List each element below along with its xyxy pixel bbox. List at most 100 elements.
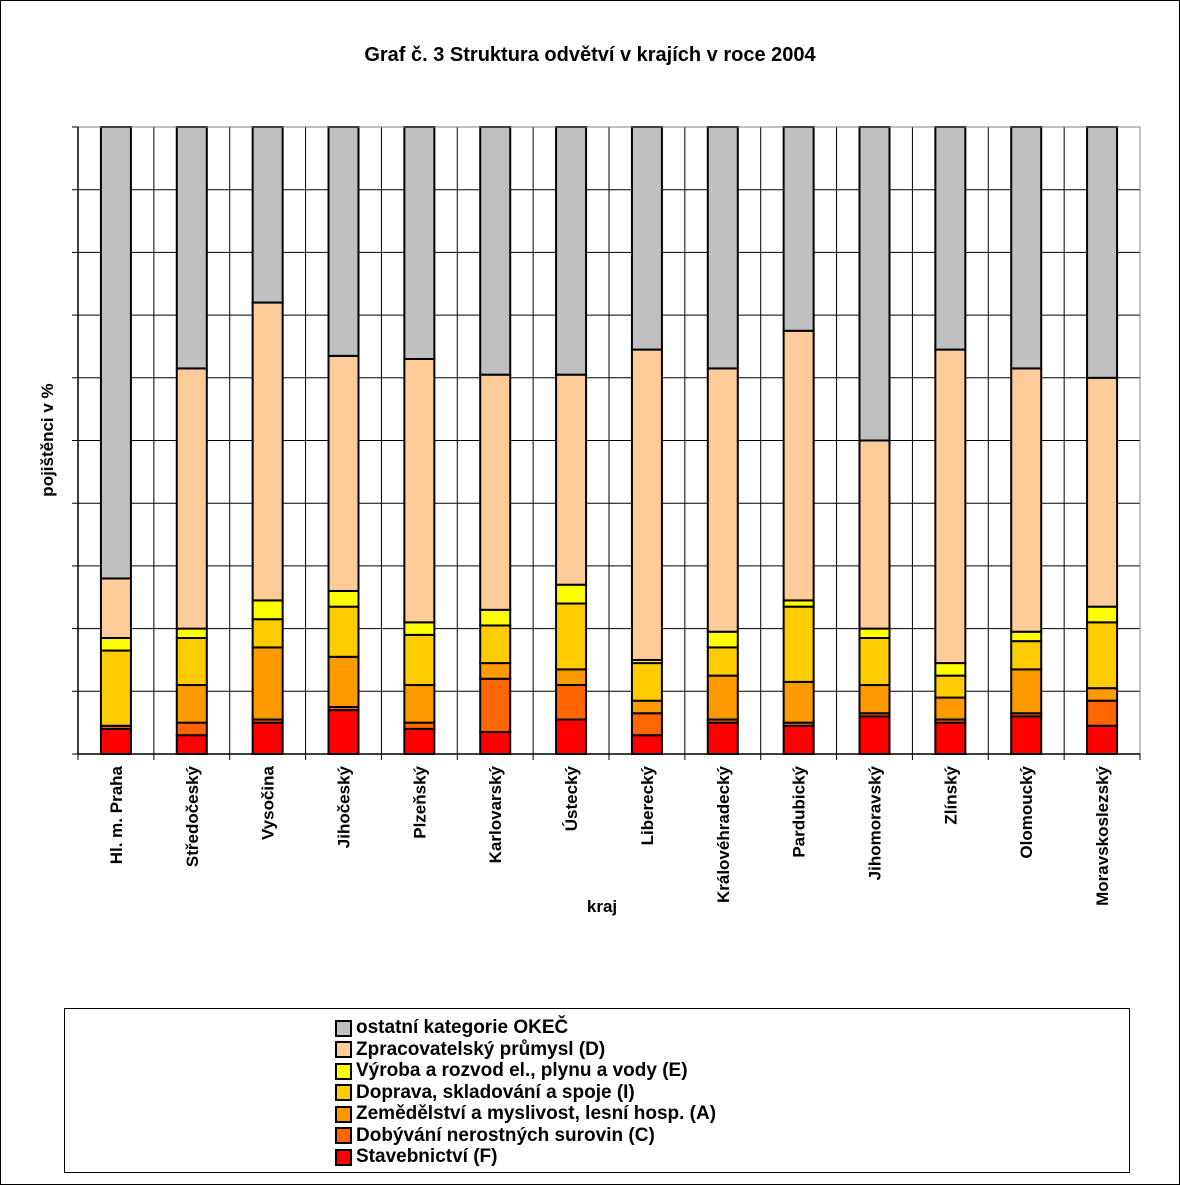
bar-segment: [99, 126, 132, 580]
bar-segment: [630, 699, 663, 715]
legend-swatch: [335, 1105, 352, 1123]
bar-segment: [934, 348, 967, 665]
bar-segment: [175, 734, 208, 756]
legend-item: Zemědělství a myslivost, lesní hosp. (A): [335, 1103, 716, 1125]
bar-segment: [1010, 630, 1043, 643]
legend-item: Stavebnictví (F): [335, 1146, 497, 1168]
legend-swatch: [335, 1127, 352, 1144]
bar-segment: [706, 674, 739, 721]
legend-item: Dobývání nerostných surovin (C): [335, 1125, 655, 1147]
category-label: Karlovarský: [486, 765, 505, 863]
bar-segment: [706, 630, 739, 649]
bar-segment: [1086, 126, 1119, 379]
bar-segment: [934, 696, 967, 721]
legend-label: Výroba a rozvod el., plynu a vody (E): [356, 1060, 688, 1081]
legend-swatch: [335, 1019, 352, 1037]
bar-segment: [782, 724, 815, 755]
legend-swatch: [335, 1062, 352, 1080]
bar-segment: [1010, 668, 1043, 715]
legend-swatch: [335, 1084, 352, 1101]
bar-segment: [327, 354, 360, 592]
bar-segment: [630, 712, 663, 737]
bar-segment: [251, 721, 284, 756]
bar-segment: [1086, 724, 1119, 755]
bar-segment: [706, 646, 739, 677]
bar-segment: [175, 684, 208, 724]
bar-segment: [782, 329, 815, 602]
bar-segment: [251, 126, 284, 304]
bar-segment: [555, 684, 588, 721]
bar-segment: [99, 727, 132, 755]
category-label: Jihomoravský: [866, 765, 885, 880]
bar-segment: [327, 605, 360, 658]
bar-segment: [403, 633, 436, 687]
bar-segment: [327, 589, 360, 608]
bar-segment: [934, 721, 967, 756]
category-tick-labels: Hl. m. Praha Středočeský Vysočina Jihočeský…: [107, 765, 1112, 905]
gridlines: [77, 126, 1141, 755]
bar-segment: [403, 126, 436, 360]
bar-segment: [99, 637, 132, 652]
bar-segment: [1086, 699, 1119, 727]
legend: ostatní kategorie OKEČ Zpracovatelský prů…: [64, 1008, 1130, 1173]
bar-segment: [630, 126, 663, 351]
bar-segment: [479, 662, 512, 680]
category-label: Plzeňský: [410, 765, 429, 838]
category-label: Zlínský: [941, 765, 960, 824]
bar-segment: [858, 637, 891, 687]
legend-item: Doprava, skladování a spoje (I): [335, 1082, 635, 1104]
bar-segment: [479, 677, 512, 734]
bar-segment: [479, 373, 512, 611]
legend-label: Zpracovatelský průmysl (D): [356, 1038, 606, 1060]
bar-segment: [555, 602, 588, 671]
bar-segment: [1010, 126, 1043, 370]
bar-segment: [1010, 640, 1043, 671]
bar-segment: [251, 301, 284, 602]
bar-segment: [403, 357, 436, 624]
category-label: Královéhradecký: [714, 765, 733, 903]
bar-segment: [327, 655, 360, 708]
bar-segment: [555, 373, 588, 586]
legend-label: Zemědělství a myslivost, lesní hosp. (A): [356, 1103, 717, 1124]
bar-segment: [555, 583, 588, 605]
bar-segment: [479, 126, 512, 376]
bar-segment: [782, 126, 815, 332]
bar-segment: [327, 126, 360, 357]
bar-segment: [1086, 687, 1119, 702]
axes: [72, 126, 1141, 760]
y-axis-label: pojištěnci v %: [38, 383, 57, 496]
legend-label: Dobývání nerostných surovin (C): [356, 1124, 655, 1146]
bar-segment: [403, 621, 436, 636]
legend-item: Výroba a rozvod el., plynu a vody (E): [335, 1060, 688, 1082]
bar-segment: [175, 126, 208, 370]
bar-segment: [1086, 376, 1119, 608]
legend-label: Doprava, skladování a spoje (I): [356, 1081, 635, 1103]
chart-area: Hl. m. Praha Středočeský Vysočina Jihočeský…: [38, 126, 1141, 916]
bar-segment: [175, 627, 208, 640]
chart-title: Graf č. 3 Struktura odvětví v krajích v …: [364, 44, 816, 66]
bar-segment: [175, 721, 208, 737]
category-label: Ústecký: [562, 765, 581, 831]
category-label: Moravskoslezský: [1093, 765, 1112, 905]
bar-segment: [706, 721, 739, 756]
bar-segment: [555, 126, 588, 376]
bar-segment: [175, 367, 208, 630]
bar-segment: [555, 668, 588, 687]
bar-segment: [1010, 367, 1043, 633]
legend-label: Stavebnictví (F): [356, 1146, 498, 1167]
legend-item: Zpracovatelský průmysl (D): [335, 1039, 605, 1061]
bar-segment: [858, 439, 891, 630]
category-label: Pardubický: [790, 765, 809, 857]
category-label: Jihočeský: [335, 765, 354, 848]
bar-segment: [782, 680, 815, 724]
bar-segment: [858, 627, 891, 640]
bar-segment: [782, 605, 815, 683]
category-label: Středočeský: [183, 765, 202, 867]
bar-segment: [251, 618, 284, 649]
bar-segment: [555, 718, 588, 756]
bar-segment: [934, 126, 967, 351]
bar-segment: [1086, 621, 1119, 690]
bar-segment: [479, 731, 512, 755]
bar-segment: [403, 684, 436, 724]
category-label: Vysočina: [259, 765, 278, 840]
